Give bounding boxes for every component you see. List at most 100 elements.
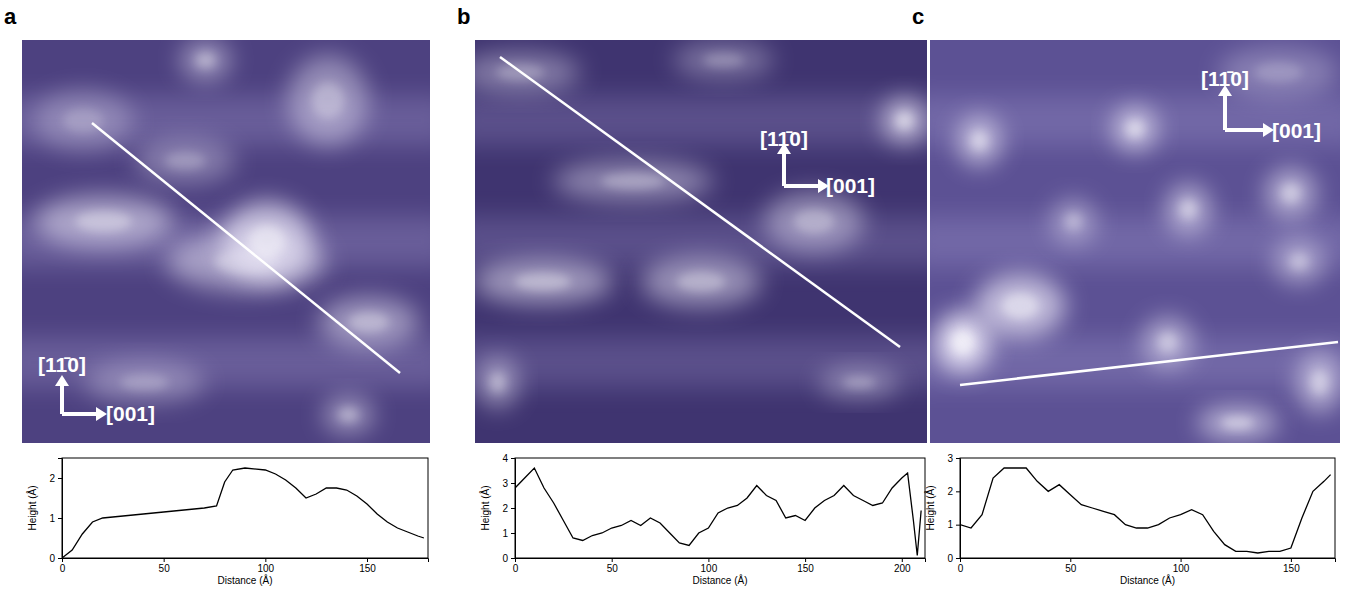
x-tick-label: 200 — [894, 563, 911, 574]
stm-feature-core — [1255, 62, 1303, 82]
y-tick-mark — [511, 508, 515, 509]
plot-frame — [960, 458, 1335, 558]
x-tick: 50 — [1065, 558, 1077, 574]
y-tick-label: 0 — [947, 553, 953, 564]
stm-feature-core — [843, 377, 875, 389]
y-axis: 0 1 2 — [49, 459, 62, 564]
y-tick-mark — [511, 533, 515, 534]
stm-feature — [34, 195, 174, 247]
stm-image — [475, 40, 927, 443]
y-tick-mark — [511, 458, 515, 459]
x-tick-mark — [1070, 558, 1071, 562]
stm-feature — [181, 40, 231, 80]
stm-image — [22, 40, 430, 443]
x-tick: 50 — [159, 558, 171, 574]
arrow-head — [55, 375, 69, 386]
panel: b[11̄0][001]05010015020001234Distance (Å… — [455, 4, 947, 586]
stm-feature — [1266, 168, 1316, 218]
x-tick-label: 100 — [701, 563, 718, 574]
stm-feature — [1274, 240, 1324, 284]
direction-label: [001] — [826, 174, 875, 197]
y-tick: 2 — [49, 473, 62, 484]
y-tick-mark — [956, 491, 960, 492]
stm-feature-core — [794, 209, 834, 233]
x-tick-label: 0 — [513, 563, 519, 574]
plot-frame — [515, 458, 925, 558]
y-tick-label: 3 — [947, 453, 953, 464]
arrow-shaft — [1225, 128, 1265, 132]
arrow-shaft — [784, 184, 820, 188]
direction-indicator: [11̄0] [001] — [1201, 67, 1321, 142]
x-tick-mark — [708, 558, 709, 562]
x-axis-title: Distance (Å) — [692, 574, 747, 586]
panel-label: c — [912, 4, 924, 29]
y-tick: 4 — [502, 453, 515, 464]
stm-feature-core — [1222, 416, 1254, 429]
stm-feature — [1166, 184, 1210, 234]
y-axis-title: Height (Å) — [479, 485, 491, 530]
stm-feature — [478, 358, 518, 408]
panel: a[11̄0][001]050100150012Distance (Å)Heig… — [2, 4, 450, 586]
direction-label: [11̄0] — [1201, 67, 1249, 90]
x-tick-label: 150 — [359, 563, 376, 574]
terrace — [475, 96, 927, 146]
stm-feature — [33, 91, 133, 151]
x-tick-label: 0 — [958, 563, 964, 574]
stm-feature-core — [196, 52, 216, 68]
plot-area — [62, 468, 424, 558]
plot-frame — [62, 458, 428, 558]
stm-feature-core — [249, 226, 285, 258]
stm-feature-core — [896, 112, 914, 130]
x-tick-label: 50 — [159, 563, 171, 574]
stm-feature-core — [338, 408, 358, 422]
plot-area — [515, 468, 921, 556]
stm-feature — [319, 297, 419, 347]
stm-feature-core — [1126, 120, 1144, 138]
panel-label: a — [4, 4, 17, 29]
y-tick-label: 3 — [502, 478, 508, 489]
x-tick: 150 — [1283, 558, 1300, 574]
y-tick-label: 1 — [947, 519, 953, 530]
figure: a[11̄0][001]050100150012Distance (Å)Heig… — [0, 0, 1348, 599]
stm-feature-core — [1065, 213, 1083, 231]
stm-image — [930, 40, 1340, 443]
y-tick-label: 2 — [502, 503, 508, 514]
profile-path — [92, 123, 400, 373]
direction-indicator: [11̄0][001] — [760, 127, 875, 197]
x-tick-label: 100 — [1173, 563, 1190, 574]
x-tick: 0 — [513, 558, 519, 574]
height-profile — [515, 468, 921, 556]
y-tick: 2 — [502, 503, 515, 514]
x-tick-mark — [612, 558, 613, 562]
terrace — [930, 337, 1340, 387]
direction-label: [001] — [1272, 119, 1321, 142]
stm-feature-core — [601, 173, 665, 189]
y-tick: 3 — [947, 453, 960, 464]
direction-label: [001] — [106, 402, 155, 425]
stm-feature — [882, 99, 926, 143]
x-tick-label: 50 — [607, 563, 619, 574]
x-tick-mark — [902, 558, 903, 562]
x-tick-label: 50 — [1065, 563, 1077, 574]
y-tick: 1 — [502, 528, 515, 539]
y-tick-label: 2 — [49, 473, 55, 484]
x-axis-line — [961, 559, 1336, 563]
x-tick: 50 — [607, 558, 619, 574]
x-tick-label: 100 — [257, 563, 274, 574]
x-axis-line — [63, 559, 429, 563]
profile-chart: 0501001500123Distance (Å)Height (Å) — [924, 453, 1336, 586]
y-tick: 1 — [49, 513, 62, 524]
stm-feature — [764, 191, 864, 251]
arrow-shaft — [62, 412, 98, 416]
y-tick-label: 1 — [49, 513, 55, 524]
y-tick-mark — [511, 483, 515, 484]
stm-feature — [1052, 199, 1096, 243]
stm-feature-core — [76, 211, 132, 232]
y-tick-mark — [956, 558, 960, 559]
y-axis-title: Height (Å) — [924, 485, 936, 530]
x-tick-mark — [164, 558, 165, 562]
x-tick: 0 — [958, 558, 964, 574]
y-tick: 1 — [947, 519, 960, 530]
y-tick-label: 0 — [49, 553, 55, 564]
height-profile — [960, 468, 1331, 553]
